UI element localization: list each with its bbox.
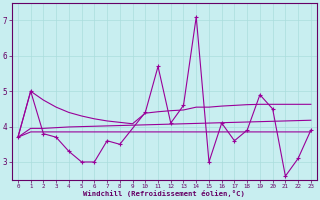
X-axis label: Windchill (Refroidissement éolien,°C): Windchill (Refroidissement éolien,°C) xyxy=(84,190,245,197)
